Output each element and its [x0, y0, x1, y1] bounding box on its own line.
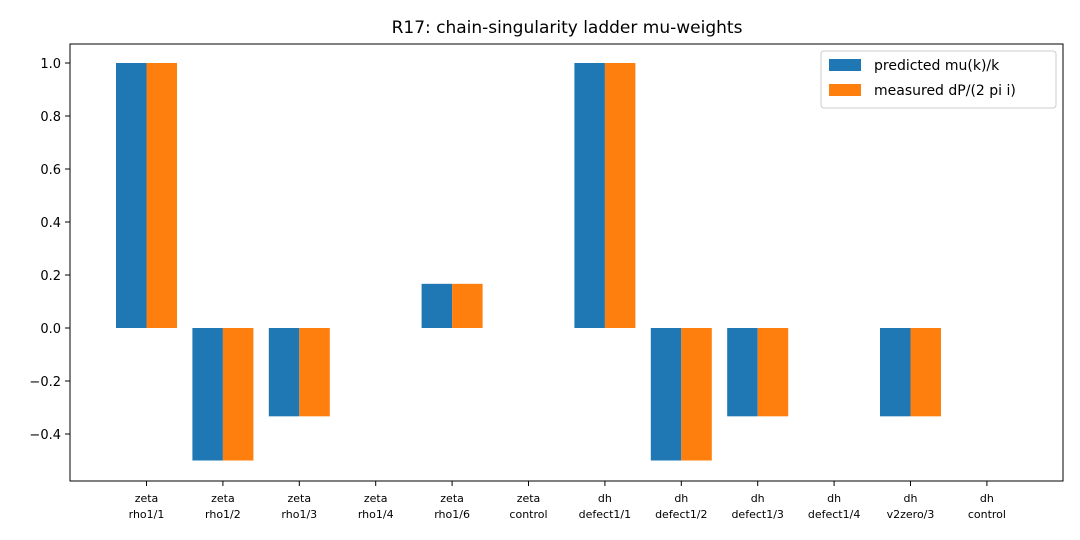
x-tick-label-line1: zeta: [440, 492, 464, 505]
y-tick-label: 0.6: [40, 163, 61, 178]
x-axis: zeta rho1/1 zeta rho1/2 zeta rho1/3 zeta rho1/4…: [129, 481, 1006, 521]
x-tick-label-line2: rho1/6: [434, 508, 470, 521]
bar-series2-cat3: [299, 328, 330, 417]
x-tick-label-line2: rho1/3: [281, 508, 317, 521]
legend-box: [820, 50, 1057, 109]
bar-series2-cat7: [604, 63, 636, 328]
legend: predicted mu(k)/k measured dP/(2 pi i): [820, 50, 1057, 109]
legend-label: predicted mu(k)/k: [874, 58, 1000, 74]
x-tick-label-line2: defect1/2: [655, 508, 707, 521]
x-tick-label-line1: zeta: [135, 492, 159, 505]
x-tick-label-line1: zeta: [364, 492, 388, 505]
bar-series2-cat5: [452, 283, 483, 328]
y-tick-label: −0.4: [29, 428, 61, 443]
x-tick-label-line1: dh: [904, 492, 918, 505]
bar-series2-cat2: [222, 328, 254, 461]
y-tick-label: −0.2: [29, 375, 61, 390]
x-tick-label-line1: dh: [751, 492, 765, 505]
bar-series1-cat8: [650, 328, 682, 461]
bar-series2-cat9: [757, 328, 789, 417]
bar-series2-cat1: [146, 63, 177, 328]
x-tick-label-line1: dh: [598, 492, 612, 505]
bars-group: [116, 63, 941, 461]
y-tick-label: 0.4: [40, 216, 61, 231]
bar-series1-cat1: [116, 63, 147, 328]
bar-series1-cat5: [421, 283, 453, 328]
x-tick-label-line2: control: [509, 508, 547, 521]
x-tick-label-line2: v2zero/3: [887, 508, 935, 521]
x-tick-label-line2: rho1/4: [358, 508, 394, 521]
bar-series1-cat7: [574, 63, 605, 328]
x-tick-label-line2: defect1/1: [579, 508, 631, 521]
x-tick-label-line1: zeta: [287, 492, 311, 505]
y-tick-label: 0.0: [40, 322, 61, 337]
bar-series1-cat9: [727, 328, 758, 417]
legend-swatch: [829, 59, 861, 71]
chart-title: R17: chain-singularity ladder mu-weights: [392, 18, 743, 38]
x-tick-label-line1: zeta: [517, 492, 541, 505]
bar-series1-cat2: [192, 328, 223, 461]
x-tick-label-line2: defect1/3: [731, 508, 783, 521]
bar-series2-cat11: [910, 328, 941, 417]
legend-label: measured dP/(2 pi i): [874, 83, 1016, 99]
y-tick-label: 0.2: [40, 269, 61, 284]
x-tick-label-line2: control: [968, 508, 1006, 521]
x-tick-label-line1: dh: [674, 492, 688, 505]
bar-series2-cat8: [681, 328, 712, 461]
bar-series1-cat11: [880, 328, 911, 417]
bar-series1-cat3: [268, 328, 300, 417]
x-tick-label-line2: rho1/2: [205, 508, 241, 521]
y-axis: 1.0 0.8 0.6 0.4 0.2 0.0 −0.2 −0.4: [29, 57, 70, 443]
x-tick-label-line1: dh: [827, 492, 841, 505]
plot-frame: [69, 43, 1064, 482]
legend-swatch: [829, 84, 861, 96]
x-tick-label-line1: zeta: [211, 492, 235, 505]
x-tick-label-line2: rho1/1: [129, 508, 165, 521]
y-tick-label: 0.8: [40, 110, 61, 125]
y-tick-label: 1.0: [40, 57, 61, 72]
x-tick-label-line2: defect1/4: [808, 508, 860, 521]
x-tick-label-line1: dh: [980, 492, 994, 505]
